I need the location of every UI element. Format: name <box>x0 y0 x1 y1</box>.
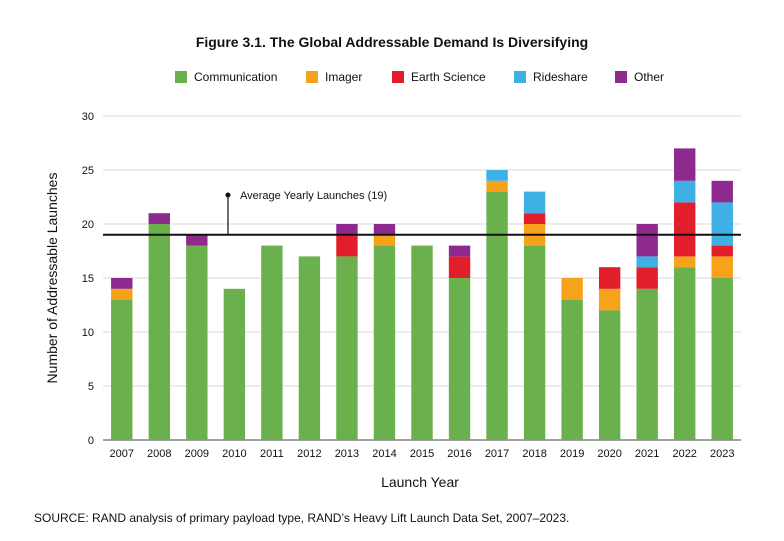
bar-communication-2021 <box>636 288 658 440</box>
x-tick-label: 2023 <box>710 448 734 460</box>
bar-earth-science-2023 <box>711 245 733 257</box>
y-axis-label: Number of Addressable Launches <box>44 173 60 384</box>
bar-imager-2007 <box>111 288 133 300</box>
x-tick-label: 2012 <box>297 448 321 460</box>
x-tick-label: 2022 <box>672 448 696 460</box>
average-annotation-label: Average Yearly Launches (19) <box>240 190 387 202</box>
bar-communication-2023 <box>711 278 733 440</box>
bar-communication-2022 <box>674 267 696 440</box>
legend-swatch-communication <box>175 71 187 83</box>
bar-rideshare-2018 <box>523 191 546 214</box>
legend-label-rideshare: Rideshare <box>533 70 588 84</box>
y-tick-label: 30 <box>82 111 94 123</box>
bar-rideshare-2021 <box>636 256 658 268</box>
legend-label-earth-science: Earth Science <box>411 70 486 84</box>
bar-communication-2015 <box>411 245 433 440</box>
x-tick-label: 2020 <box>597 448 621 460</box>
bar-communication-2010 <box>223 288 246 440</box>
bar-imager-2017 <box>486 180 508 192</box>
bar-imager-2022 <box>674 256 696 268</box>
x-tick-label: 2007 <box>110 448 134 460</box>
bar-imager-2014 <box>373 234 396 246</box>
x-tick-label: 2008 <box>147 448 171 460</box>
bars <box>111 148 733 440</box>
bar-other-2016 <box>448 245 471 257</box>
bar-communication-2020 <box>598 310 621 440</box>
bar-other-2022 <box>674 148 696 181</box>
source-note: SOURCE: RAND analysis of primary payload… <box>34 511 570 525</box>
x-axis-label: Launch Year <box>381 474 459 490</box>
bar-earth-science-2022 <box>674 202 696 257</box>
bar-imager-2023 <box>711 256 733 278</box>
legend-item-earth-science: Earth Science <box>392 70 486 84</box>
bar-rideshare-2023 <box>711 202 733 246</box>
x-tick-label: 2021 <box>635 448 659 460</box>
bar-other-2008 <box>148 213 170 224</box>
legend-label-imager: Imager <box>325 70 363 84</box>
legend-swatch-earth-science <box>392 71 404 83</box>
legend-item-communication: Communication <box>175 70 277 84</box>
bar-communication-2018 <box>523 245 546 440</box>
x-tick-labels: 2007 2008 2009 2010 2011 2012 2013 2014 2015 2016… <box>110 448 735 460</box>
legend-swatch-imager <box>306 71 318 83</box>
x-tick-label: 2016 <box>447 448 471 460</box>
x-tick-label: 2018 <box>522 448 546 460</box>
legend-item-other: Other <box>615 70 664 84</box>
x-tick-label: 2014 <box>372 448 396 460</box>
bar-communication-2008 <box>148 224 170 440</box>
x-tick-label: 2009 <box>185 448 209 460</box>
bar-communication-2007 <box>111 299 133 440</box>
bar-communication-2012 <box>298 256 321 440</box>
legend-label-other: Other <box>634 70 665 84</box>
x-tick-label: 2013 <box>335 448 359 460</box>
x-tick-label: 2010 <box>222 448 246 460</box>
bar-earth-science-2013 <box>336 234 358 257</box>
legend-swatch-rideshare <box>514 71 526 83</box>
y-tick-label: 0 <box>88 435 94 447</box>
bar-earth-science-2018 <box>523 213 546 224</box>
x-tick-label: 2017 <box>485 448 509 460</box>
legend: Communication Imager Earth Science Rides… <box>0 70 784 88</box>
bar-earth-science-2016 <box>448 256 471 278</box>
y-tick-label: 5 <box>88 381 94 393</box>
bar-earth-science-2021 <box>636 267 658 289</box>
x-tick-label: 2015 <box>410 448 434 460</box>
bar-communication-2017 <box>486 191 508 440</box>
bar-communication-2016 <box>448 278 471 440</box>
bar-other-2021 <box>636 224 658 257</box>
bar-other-2023 <box>711 180 733 203</box>
legend-item-imager: Imager <box>306 70 362 84</box>
bar-imager-2019 <box>561 278 583 300</box>
bar-other-2013 <box>336 224 358 235</box>
reference-line-group: Average Yearly Launches (19) <box>103 190 741 236</box>
y-tick-label: 10 <box>82 327 94 339</box>
bar-communication-2013 <box>336 256 358 440</box>
legend-label-communication: Communication <box>194 70 278 84</box>
legend-item-rideshare: Rideshare <box>514 70 588 84</box>
y-tick-labels: 0 5 10 15 20 25 30 <box>82 111 94 447</box>
bar-earth-science-2020 <box>598 267 621 289</box>
annotation-dot <box>225 192 231 198</box>
bar-imager-2020 <box>598 288 621 311</box>
legend-swatch-other <box>615 71 627 83</box>
y-tick-label: 15 <box>82 273 94 285</box>
x-tick-label: 2019 <box>560 448 584 460</box>
x-tick-label: 2011 <box>260 448 284 460</box>
y-tick-label: 20 <box>82 219 94 231</box>
bar-other-2014 <box>373 224 396 235</box>
bar-communication-2019 <box>561 299 583 440</box>
y-tick-label: 25 <box>82 165 94 177</box>
bar-other-2009 <box>186 234 208 246</box>
chart-title: Figure 3.1. The Global Addressable Deman… <box>195 34 589 50</box>
bar-other-2007 <box>111 278 133 289</box>
bar-rideshare-2022 <box>674 180 696 203</box>
bar-communication-2009 <box>186 245 208 440</box>
bar-rideshare-2017 <box>486 170 508 181</box>
bar-communication-2014 <box>373 245 396 440</box>
bar-communication-2011 <box>261 245 283 440</box>
